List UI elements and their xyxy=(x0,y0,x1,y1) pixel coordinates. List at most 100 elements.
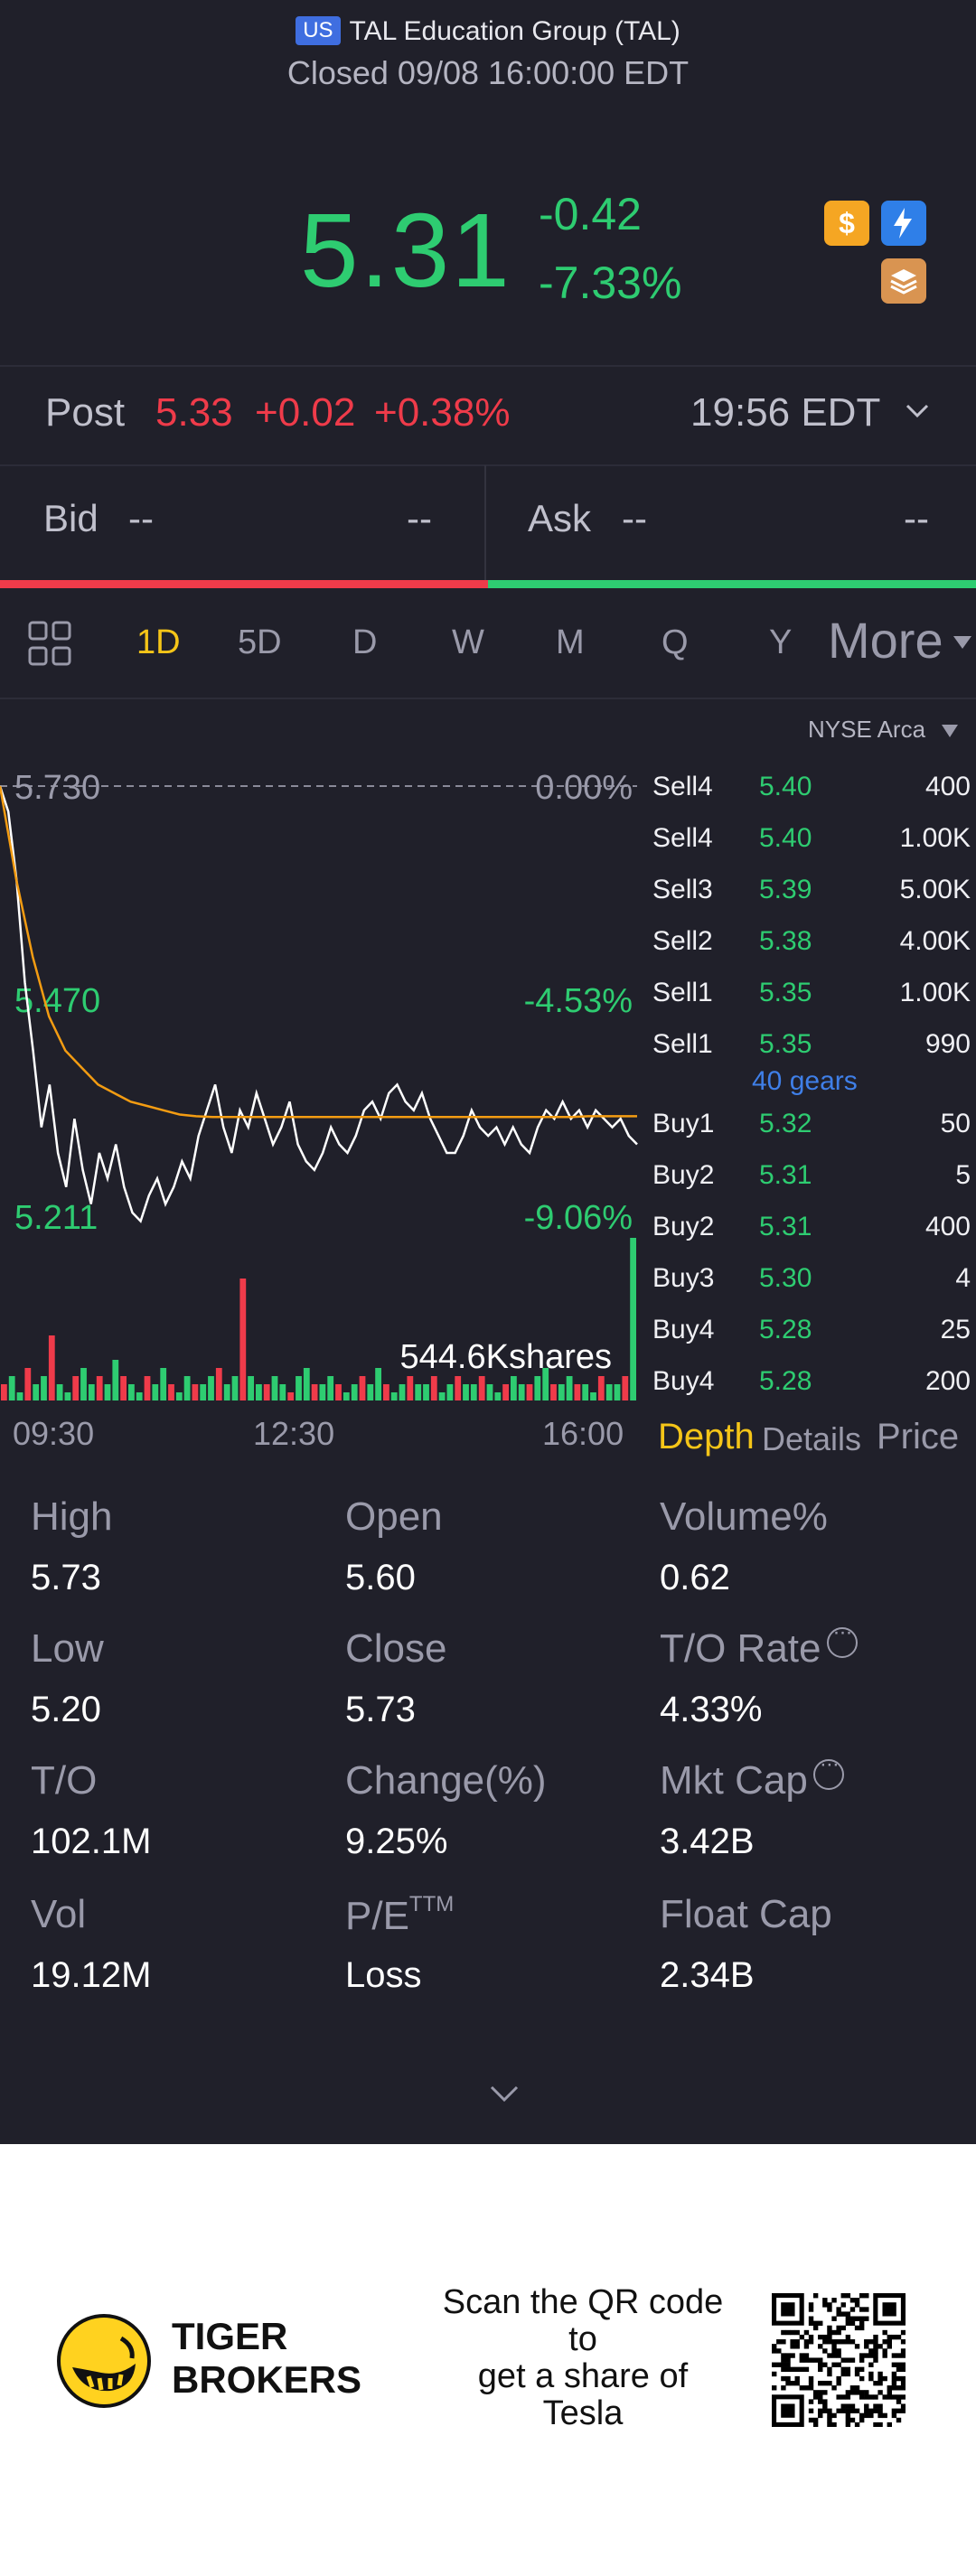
brand-name-line2: BROKERS xyxy=(172,2358,362,2401)
volume-bar xyxy=(279,1384,286,1400)
post-market-time[interactable]: 19:56 EDT xyxy=(690,390,881,435)
ob-price: 5.40 xyxy=(759,823,812,853)
promo-line: get a share of xyxy=(477,2357,689,2395)
tiger-brokers-logo xyxy=(57,2314,151,2408)
tab-depth[interactable]: Depth xyxy=(658,1417,755,1457)
layers-icon[interactable] xyxy=(881,258,926,304)
tab-more[interactable]: More xyxy=(828,612,943,669)
volume-bar xyxy=(542,1368,549,1400)
stock-title: US TAL Education Group (TAL) xyxy=(0,16,976,47)
gears-link[interactable]: 40 gears xyxy=(752,1066,858,1096)
lightning-icon[interactable] xyxy=(881,201,926,246)
tab-m[interactable]: M xyxy=(556,623,585,661)
volume-bar xyxy=(630,1238,636,1400)
intraday-chart[interactable]: 5.730 0.00% 5.470 -4.53% 5.211 -9.06% 54… xyxy=(0,750,647,1410)
stat-value-change: 9.25% xyxy=(345,1822,448,1861)
stat-value-mkt-cap: 3.42B xyxy=(660,1822,755,1861)
stat-value-pe: Loss xyxy=(345,1955,422,1995)
stat-label-low: Low xyxy=(31,1626,104,1671)
expand-chevron-icon[interactable] xyxy=(488,2080,521,2107)
price-change: -0.42 xyxy=(539,189,642,239)
ob-size: 4 xyxy=(955,1263,971,1293)
volume-bar xyxy=(183,1376,191,1400)
volume-bar xyxy=(415,1384,422,1400)
tab-q[interactable]: Q xyxy=(662,623,689,661)
more-info-icon[interactable] xyxy=(812,1752,844,1790)
price-line xyxy=(0,785,638,1223)
ob-level: Buy2 xyxy=(652,1212,715,1241)
last-price: 5.31 xyxy=(300,192,511,309)
brand-name-line1: TIGER xyxy=(172,2315,288,2357)
stock-name: TAL Education Group (TAL) xyxy=(349,16,680,46)
tab-1d[interactable]: 1D xyxy=(136,623,181,661)
volume-bar xyxy=(160,1368,167,1400)
bid-label: Bid xyxy=(43,497,99,539)
ob-price: 5.40 xyxy=(759,772,812,801)
stat-value-open: 5.60 xyxy=(345,1558,416,1597)
caret-down-icon[interactable] xyxy=(942,725,958,737)
volume-bar xyxy=(144,1376,151,1400)
volume-bar xyxy=(256,1384,262,1400)
tab-y[interactable]: Y xyxy=(769,623,793,661)
volume-bar xyxy=(303,1368,310,1400)
stat-value-vol: 19.12M xyxy=(31,1955,152,1995)
buy-row: Buy4 5.28 25 xyxy=(652,1315,971,1366)
more-info-icon[interactable] xyxy=(826,1620,858,1658)
qr-code[interactable] xyxy=(772,2293,906,2427)
divider xyxy=(0,698,976,699)
tab-w[interactable]: W xyxy=(452,623,484,661)
ob-price: 5.28 xyxy=(759,1315,812,1344)
ob-level: Sell1 xyxy=(652,978,713,1007)
dollar-icon[interactable]: $ xyxy=(824,201,869,246)
post-market-change: +0.02 xyxy=(255,390,356,435)
ob-level: Buy2 xyxy=(652,1160,715,1190)
tab-details[interactable]: Details xyxy=(762,1420,862,1457)
market-badge: US xyxy=(296,16,341,45)
y-label-bottom-pct: -9.06% xyxy=(524,1199,633,1237)
promo-text: Scan the QR code to get a share of Tesla xyxy=(425,2284,741,2432)
volume-bar xyxy=(152,1384,159,1400)
ob-size: 50 xyxy=(940,1109,971,1138)
volume-bar xyxy=(48,1335,55,1400)
volume-bar xyxy=(399,1384,406,1400)
volume-bar xyxy=(175,1392,183,1400)
tab-price[interactable]: Price xyxy=(877,1417,960,1457)
stat-label-text: P/E xyxy=(345,1894,409,1938)
volume-bar xyxy=(335,1384,342,1400)
x-tick-0930: 09:30 xyxy=(13,1415,95,1452)
volume-bar xyxy=(128,1384,135,1400)
sell-row: Sell2 5.38 4.00K xyxy=(652,926,971,978)
stat-label-text: T/O Rate xyxy=(660,1626,821,1671)
volume-bar xyxy=(430,1376,437,1400)
stat-label-change: Change(%) xyxy=(345,1758,547,1803)
tab-d[interactable]: D xyxy=(352,623,378,661)
stat-value-turnover: 102.1M xyxy=(31,1822,152,1861)
market-status: Closed 09/08 16:00:00 EDT xyxy=(286,54,690,91)
volume-bar xyxy=(239,1279,247,1400)
stat-value-float-cap: 2.34B xyxy=(660,1955,755,1995)
y-label-top: 5.730 xyxy=(14,769,100,807)
volume-bars xyxy=(1,1238,636,1400)
stat-label-text: Mkt Cap xyxy=(660,1758,808,1803)
caret-down-icon[interactable] xyxy=(953,636,971,649)
ob-price: 5.32 xyxy=(759,1109,812,1138)
grid-icon[interactable] xyxy=(27,620,72,669)
exchange-selector[interactable]: NYSE Arca xyxy=(808,716,926,743)
stat-label-turnover-rate: T/O Rate xyxy=(660,1620,858,1672)
volume-bar xyxy=(518,1384,525,1400)
y-label-bottom: 5.211 xyxy=(14,1199,98,1237)
volume-bar xyxy=(231,1376,239,1400)
sell-row: Sell3 5.39 5.00K xyxy=(652,875,971,926)
volume-bar xyxy=(271,1376,278,1400)
volume-bar xyxy=(511,1376,517,1400)
volume-bar xyxy=(88,1384,95,1400)
ob-level: Buy4 xyxy=(652,1315,715,1344)
promo-line: to xyxy=(568,2320,597,2358)
y-label-top-pct: 0.00% xyxy=(535,769,633,807)
tab-5d[interactable]: 5D xyxy=(238,623,282,661)
volume-bar xyxy=(223,1384,230,1400)
volume-bar xyxy=(64,1392,71,1400)
ob-price: 5.35 xyxy=(759,1029,812,1059)
chevron-down-icon[interactable] xyxy=(904,398,931,425)
volume-bar xyxy=(590,1392,596,1400)
